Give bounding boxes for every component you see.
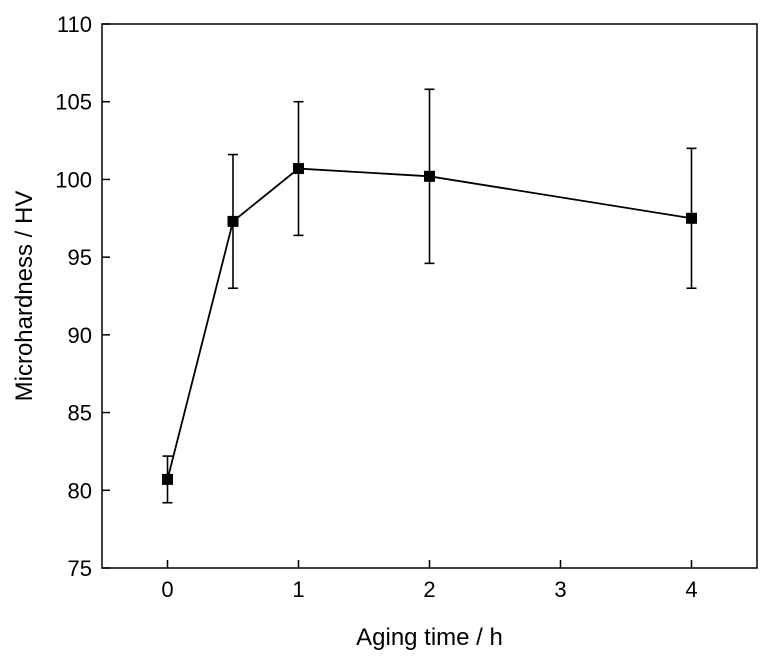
data-point-marker xyxy=(293,163,304,175)
data-point-marker xyxy=(227,215,239,227)
y-tick-label: 85 xyxy=(68,401,92,426)
y-tick-label: 105 xyxy=(55,90,92,115)
y-tick-label: 110 xyxy=(57,12,92,37)
y-axis-ticks: 75 80 85 90 95 100 105 110 xyxy=(55,12,110,581)
y-tick-label: 95 xyxy=(68,245,92,270)
x-tick-label: 0 xyxy=(161,577,173,602)
y-axis-label: Microhardness / HV xyxy=(11,191,38,402)
x-tick-label: 2 xyxy=(423,577,435,602)
data-point-marker xyxy=(424,170,435,182)
x-axis-label: Aging time / h xyxy=(356,624,503,651)
x-axis-ticks: 0 1 2 3 4 xyxy=(161,560,698,602)
x-tick-label: 3 xyxy=(554,577,566,602)
x-tick-label: 1 xyxy=(292,577,304,602)
y-tick-label: 75 xyxy=(68,556,92,581)
data-point-marker xyxy=(162,473,173,485)
y-tick-label: 90 xyxy=(68,323,92,348)
series-layer xyxy=(162,88,697,504)
y-tick-label: 80 xyxy=(68,478,92,503)
data-point-marker xyxy=(686,212,697,224)
y-tick-label: 100 xyxy=(55,167,92,192)
x-tick-label: 4 xyxy=(685,577,697,602)
